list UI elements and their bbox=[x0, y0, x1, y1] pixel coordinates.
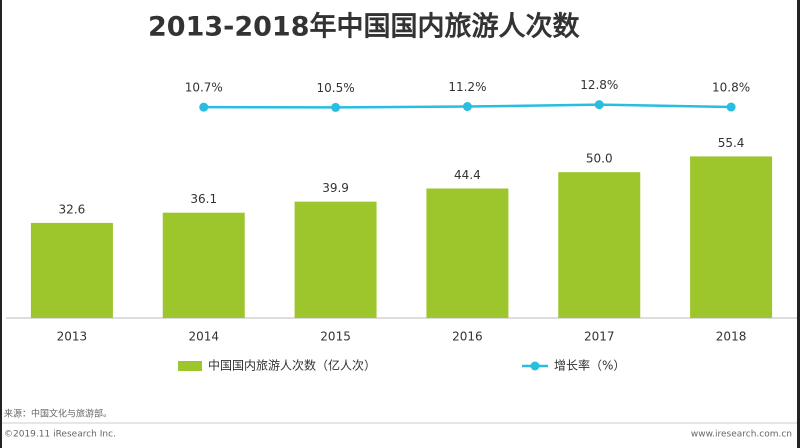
bar bbox=[690, 156, 773, 318]
bar bbox=[426, 188, 509, 318]
legend-label: 增长率（%） bbox=[554, 358, 625, 373]
legend-swatch bbox=[178, 361, 202, 371]
bar bbox=[558, 172, 641, 318]
left-border bbox=[0, 0, 2, 448]
data-label: 10.5% bbox=[317, 81, 355, 95]
data-label: 55.4 bbox=[718, 136, 745, 150]
bar bbox=[294, 201, 377, 318]
data-label: 10.7% bbox=[185, 81, 223, 95]
source: 来源：中国文化与旅游部。 bbox=[4, 408, 112, 420]
x-tick-label: 2015 bbox=[320, 330, 351, 344]
x-tick-label: 2016 bbox=[452, 330, 483, 344]
data-label: 11.2% bbox=[448, 80, 486, 94]
legend-marker bbox=[530, 361, 540, 371]
line-marker bbox=[726, 102, 736, 112]
data-label: 44.4 bbox=[454, 168, 481, 182]
x-tick-label: 2018 bbox=[716, 330, 747, 344]
line-marker bbox=[331, 102, 341, 112]
x-tick-label: 2014 bbox=[188, 330, 219, 344]
chart-title: 2013-2018年中国国内旅游人次数 bbox=[148, 11, 580, 43]
data-label: 36.1 bbox=[190, 192, 217, 206]
legend-label: 中国国内旅游人次数（亿人次） bbox=[208, 358, 376, 373]
data-label: 32.6 bbox=[59, 202, 86, 216]
copyright: ©2019.11 iResearch Inc. bbox=[4, 430, 116, 440]
right-border bbox=[797, 0, 800, 448]
bar bbox=[162, 212, 245, 318]
data-label: 12.8% bbox=[580, 78, 618, 92]
x-tick-label: 2017 bbox=[584, 330, 615, 344]
data-label: 50.0 bbox=[586, 152, 613, 166]
website: www.iresearch.com.cn bbox=[691, 430, 792, 440]
line-marker bbox=[594, 100, 604, 110]
data-label: 10.8% bbox=[712, 81, 750, 95]
line-marker bbox=[462, 102, 472, 112]
x-tick-label: 2013 bbox=[57, 330, 88, 344]
line-marker bbox=[199, 102, 209, 112]
data-label: 39.9 bbox=[322, 181, 349, 195]
bar bbox=[30, 222, 113, 318]
